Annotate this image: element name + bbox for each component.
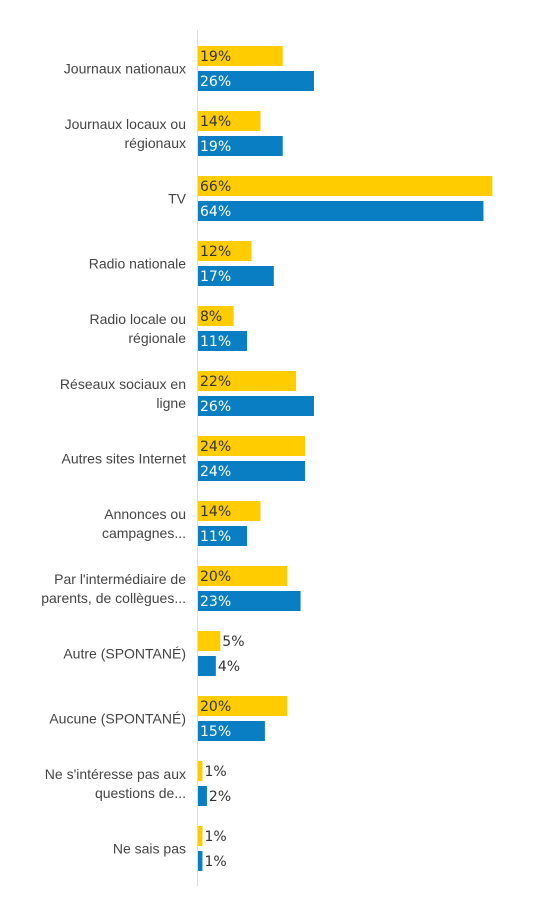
data-label: 14% [200,114,231,130]
bar [198,111,261,131]
category-label: Ne s'intéresse pas aux questions de... [45,766,186,801]
category-labels: Journaux nationaux Journaux locaux ou régi… [41,61,186,857]
bar [198,241,252,261]
data-label: 11% [200,334,231,350]
data-label: 8% [200,309,222,325]
data-label: 1% [204,829,226,845]
category-label: TV [168,191,187,207]
data-label: 24% [200,464,231,480]
category-label-line: Aucune (SPONTANÉ) [49,711,186,727]
category-label: Journaux locaux ou régionaux [65,116,186,151]
bar [198,371,297,391]
bar [198,631,221,651]
bar [198,501,261,521]
data-label: 1% [204,854,226,870]
data-label: 15% [200,724,231,740]
category-label-line: Journaux locaux ou [65,116,186,132]
bar [198,136,283,156]
bar [198,71,314,91]
bar [198,176,493,196]
data-label: 11% [200,529,231,545]
category-label: Journaux nationaux [64,61,186,77]
bar [198,331,248,351]
data-label: 64% [200,204,231,220]
category-label: Autres sites Internet [61,451,186,467]
category-label: Ne sais pas [113,841,186,857]
bar [198,826,203,846]
bar [198,591,301,611]
bar [198,656,216,676]
data-label: 5% [222,634,244,650]
data-label: 4% [218,659,240,675]
bar [198,721,265,741]
category-label: Aucune (SPONTANÉ) [49,711,186,727]
category-label-line: Réseaux sociaux en [60,376,186,392]
category-label-line: Radio locale ou [89,311,186,327]
data-label: 14% [200,504,231,520]
category-label-line: TV [168,191,187,207]
bar [198,306,234,326]
data-label: 20% [200,569,231,585]
category-label: Radio nationale [89,256,187,272]
bar [198,526,248,546]
category-label-line: campagnes... [102,525,186,541]
category-label-line: parents, de collègues... [41,590,186,606]
bar [198,396,314,416]
data-label: 2% [209,789,231,805]
data-label: 1% [204,764,226,780]
data-label: 19% [200,49,231,65]
category-label-line: régionale [128,330,186,346]
data-label: 66% [200,179,231,195]
bar [198,761,203,781]
bar [198,786,207,806]
category-label-line: Journaux nationaux [64,61,186,77]
category-label: Réseaux sociaux en ligne [60,376,186,411]
category-label-line: questions de... [95,785,186,801]
value-labels: 19% 26% 14% 19% 66% 64% 12% 17% 8% 11% 22% 26% 24% 24… [200,49,245,870]
category-label-line: Autre (SPONTANÉ) [63,646,186,662]
data-label: 17% [200,269,231,285]
category-label-line: régionaux [125,135,187,151]
data-label: 24% [200,439,231,455]
data-label: 12% [200,244,231,260]
data-label: 26% [200,399,231,415]
category-label-line: Annonces ou [104,506,186,522]
category-label-line: Radio nationale [89,256,187,272]
category-label: Par l'intermédiaire de parents, de collèg… [41,571,186,606]
category-label-line: Ne sais pas [113,841,186,857]
category-label-line: Par l'intermédiaire de [54,571,186,587]
bars [198,46,493,871]
bar [198,436,306,456]
data-label: 22% [200,374,231,390]
category-label: Radio locale ou régionale [89,311,186,346]
bar [198,46,283,66]
category-label: Annonces ou campagnes... [102,506,186,541]
category-label-line: Ne s'intéresse pas aux [45,766,186,782]
data-label: 23% [200,594,231,610]
bar [198,201,484,221]
bar [198,566,288,586]
bar [198,266,274,286]
data-label: 20% [200,699,231,715]
data-label: 26% [200,74,231,90]
bar [198,461,306,481]
category-label-line: ligne [156,395,186,411]
category-label-line: Autres sites Internet [61,451,186,467]
category-label: Autre (SPONTANÉ) [63,646,186,662]
bar [198,851,203,871]
data-label: 19% [200,139,231,155]
bar [198,696,288,716]
